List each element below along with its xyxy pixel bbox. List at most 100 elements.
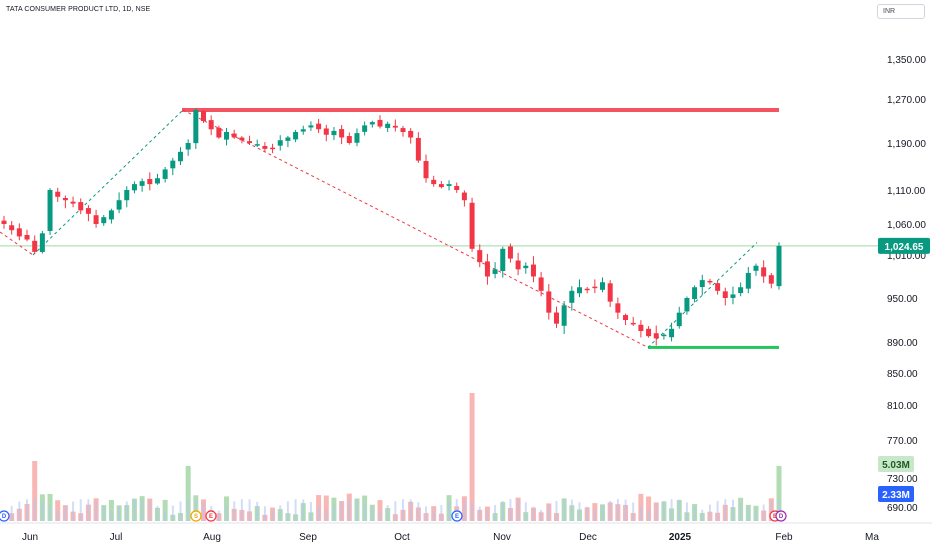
volume-ma-bar xyxy=(340,501,343,521)
volume-ma-bar xyxy=(432,510,435,521)
volume-ma-bar xyxy=(440,505,443,521)
candle-body xyxy=(55,191,61,197)
volume-ma-bar xyxy=(394,501,397,521)
volume-bar xyxy=(55,500,61,521)
volume-avg-badge xyxy=(878,486,914,502)
volume-ma-bar xyxy=(463,499,466,521)
candle-body xyxy=(385,123,391,128)
candle-body xyxy=(285,137,291,141)
candle-body xyxy=(438,184,444,188)
price-tick-label: 690.00 xyxy=(887,503,918,514)
candle-body xyxy=(707,280,713,283)
event-marker-label: D xyxy=(2,514,7,520)
volume-ma-bar xyxy=(355,499,358,521)
volume-ma-bar xyxy=(371,506,374,521)
candle-body xyxy=(116,200,122,210)
volume-ma-bar xyxy=(118,505,121,521)
candle-body xyxy=(753,265,759,271)
candle-body xyxy=(62,197,68,201)
candle-body xyxy=(745,272,751,289)
price-tick-label: 1,270.00 xyxy=(887,95,926,106)
volume-bar xyxy=(32,461,38,521)
candle-body xyxy=(39,233,45,252)
volume-ma-bar xyxy=(762,504,765,521)
volume-ma-bar xyxy=(609,500,612,521)
candle-body xyxy=(147,178,153,185)
time-tick-label: Nov xyxy=(493,532,511,543)
candle-body xyxy=(247,141,253,143)
volume-ma-bar xyxy=(240,499,243,521)
volume-bar xyxy=(776,466,782,521)
event-marker-label: E xyxy=(455,514,459,520)
volume-ma-bar xyxy=(133,499,136,521)
candle-body xyxy=(224,132,230,140)
candle-body xyxy=(400,128,406,132)
candle-body xyxy=(47,190,53,231)
last-price-badge-text: 1,024.65 xyxy=(885,242,924,253)
candle-body xyxy=(101,217,107,224)
volume-ma-bar xyxy=(517,499,520,521)
price-tick-label: 850.00 xyxy=(887,369,918,380)
volume-ma-bar xyxy=(110,510,113,521)
candle-body xyxy=(469,202,475,249)
volume-ma-bar xyxy=(586,506,589,521)
price-axis: 1,350.00 1,270.00 1,190.00 1,110.00 1,060.00… xyxy=(887,55,926,514)
candle-body xyxy=(684,298,690,312)
volume-ma-bar xyxy=(754,509,757,521)
volume-ma-bar xyxy=(217,510,220,521)
candle-body xyxy=(722,291,728,298)
volume-ma-bar xyxy=(286,501,289,521)
candle-body xyxy=(584,288,590,291)
volume-ma-bar xyxy=(325,510,328,521)
volume-ma-bar xyxy=(187,499,190,521)
candle-body xyxy=(78,202,84,211)
volume-ma-bar xyxy=(578,502,581,521)
candle-body xyxy=(669,328,675,338)
candle-body xyxy=(408,130,414,138)
candle-body xyxy=(592,286,598,289)
candle-body xyxy=(661,334,667,337)
volume-ma-bar xyxy=(156,506,159,521)
volume-ma-bar xyxy=(701,509,704,521)
candle-body xyxy=(692,287,698,300)
volume-ma-bar xyxy=(739,502,742,521)
volume-ma-bar xyxy=(402,499,405,521)
candle-body xyxy=(139,181,145,186)
candle-body xyxy=(546,291,552,313)
volume-ma-bar xyxy=(49,505,52,521)
volume-ma-bar xyxy=(662,500,665,521)
candle-body xyxy=(9,225,15,231)
candle-body xyxy=(615,303,621,313)
candle-body xyxy=(477,250,483,263)
trend-line-down xyxy=(182,109,649,348)
volume-ma-bar xyxy=(409,499,412,521)
volume-ma-bar xyxy=(563,499,566,521)
candle-body xyxy=(316,123,322,130)
candle-body xyxy=(638,324,644,331)
time-axis: Jun Jul Aug Sep Oct Nov Dec 2025 Feb Ma xyxy=(22,532,879,543)
candle-body xyxy=(738,287,744,294)
candle-body xyxy=(569,290,575,303)
volume-ma-bar xyxy=(294,499,297,521)
candle-body xyxy=(369,122,375,125)
candle-body xyxy=(515,260,521,270)
candle-body xyxy=(162,169,168,179)
volume-ma-bar xyxy=(263,506,266,521)
candle-body xyxy=(32,240,38,252)
event-marker-label: E xyxy=(773,514,777,520)
support-line xyxy=(648,345,779,349)
volume-ma-bar xyxy=(378,510,381,521)
currency-selector[interactable]: INR xyxy=(877,4,925,19)
event-marker-label: S xyxy=(194,514,198,520)
volume-ma-bar xyxy=(225,505,228,521)
volume-bars xyxy=(1,393,782,521)
candle-body xyxy=(761,267,767,277)
candle-body xyxy=(362,125,368,132)
volume-ma-bar xyxy=(148,501,151,521)
candle-body xyxy=(277,140,283,146)
time-tick-label: Jun xyxy=(22,532,38,543)
volume-ma-bar xyxy=(724,499,727,521)
price-tick-label: 810.00 xyxy=(887,401,918,412)
candle-body xyxy=(500,248,506,271)
